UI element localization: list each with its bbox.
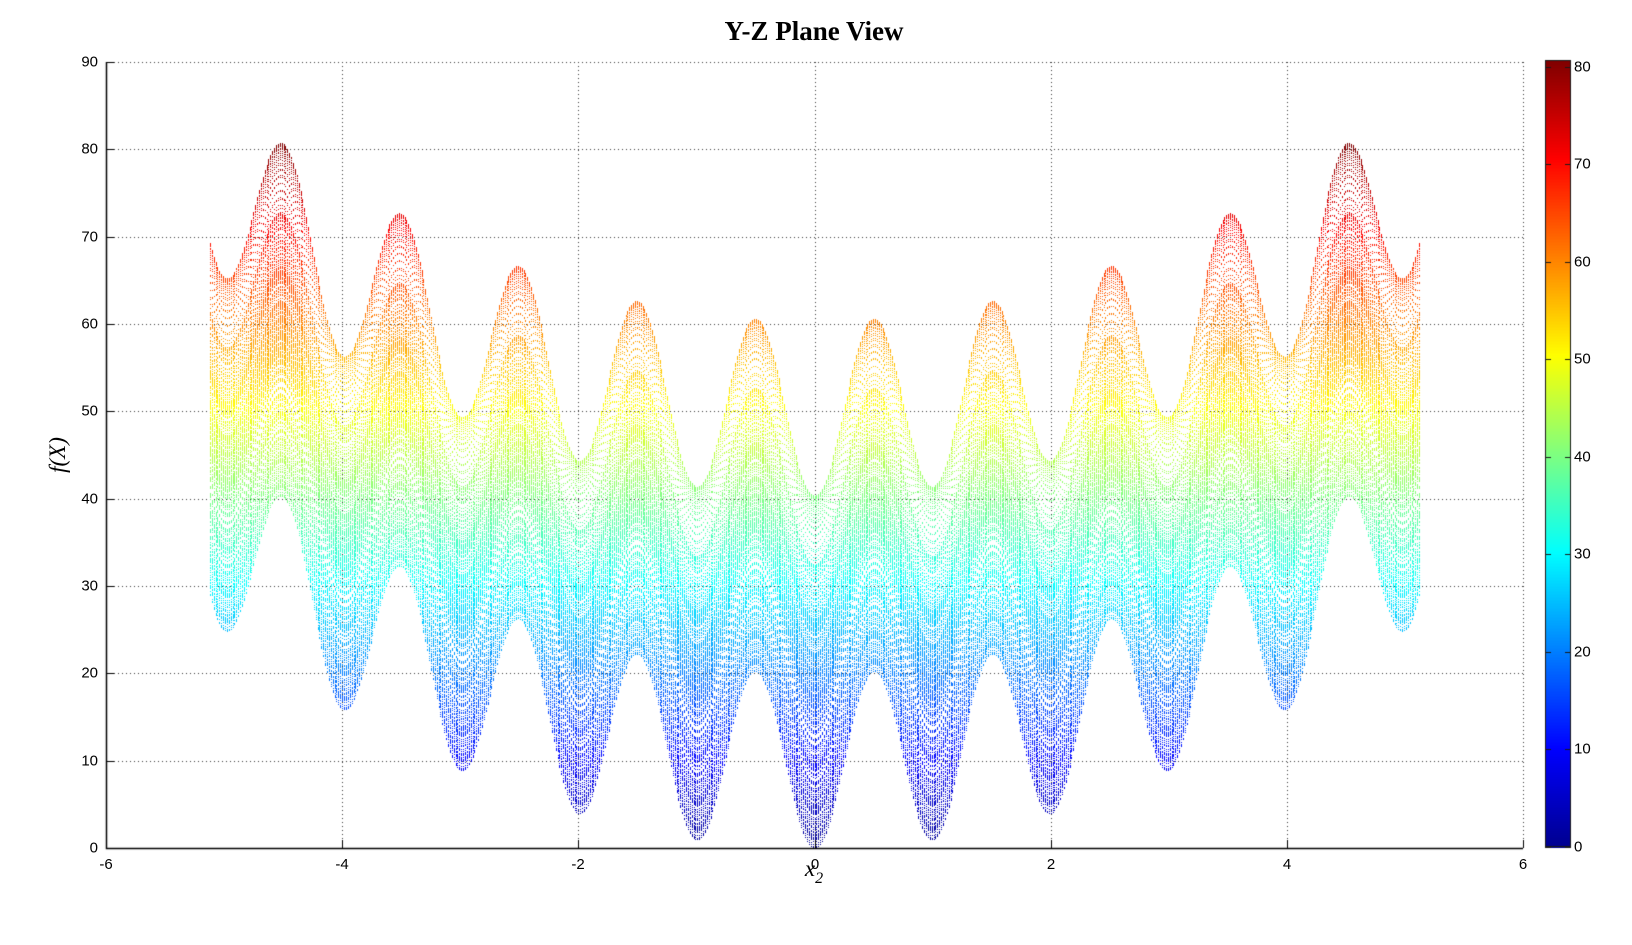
colorbar-tick-label: 70: [1574, 155, 1591, 173]
colorbar-tick-label: 0: [1574, 838, 1583, 856]
colorbar-tick-label: 60: [1574, 253, 1591, 271]
y-tick-label: 40: [81, 490, 98, 508]
x-tick-label: -4: [335, 856, 349, 873]
x-axis-label: x2: [804, 856, 823, 887]
colorbar-tick-label: 80: [1574, 58, 1591, 76]
y-tick-label: 10: [81, 752, 98, 770]
x-axis-label-subscript: 2: [815, 870, 824, 887]
y-tick-label: 20: [81, 664, 98, 682]
chart-title: Y-Z Plane View: [724, 16, 904, 46]
x-tick-label: -2: [571, 856, 585, 873]
x-tick-label: 0: [810, 856, 820, 873]
x-tick-label: 6: [1518, 856, 1528, 873]
y-tick-label: 70: [81, 228, 98, 246]
colorbar-tick-label: 10: [1574, 740, 1591, 758]
y-tick-label: 0: [89, 839, 98, 857]
x-tick-label: 2: [1046, 856, 1056, 873]
colorbar-tick-label: 40: [1574, 448, 1591, 466]
y-tick-label: 90: [81, 53, 98, 71]
colorbar-tick-label: 20: [1574, 643, 1591, 661]
x-axis-label-base: x: [804, 856, 816, 881]
y-tick-label: 30: [81, 577, 98, 595]
x-tick-label: -6: [99, 856, 113, 873]
y-tick-label: 50: [81, 402, 98, 420]
colorbar-tick-label: 50: [1574, 350, 1591, 368]
y-tick-label: 60: [81, 315, 98, 333]
y-axis-label: f(X): [45, 437, 70, 473]
x-tick-label: 4: [1282, 856, 1292, 873]
colorbar-tick-label: 30: [1574, 545, 1591, 563]
y-tick-label: 80: [81, 140, 98, 158]
